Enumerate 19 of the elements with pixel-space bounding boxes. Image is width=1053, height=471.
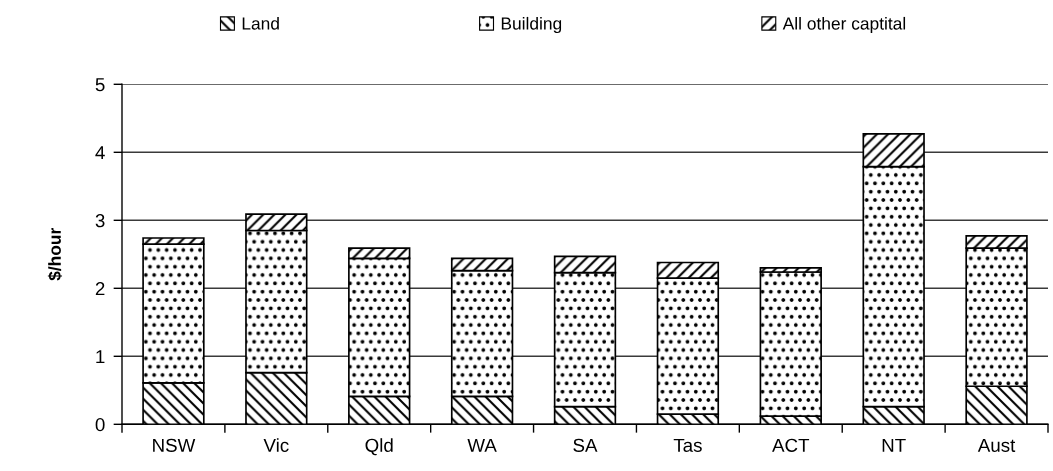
legend-label: All other captital (782, 16, 906, 34)
x-tick-label: WA (467, 438, 497, 452)
y-axis-title: $/hour (47, 228, 63, 281)
y-tick-label: 3 (95, 214, 105, 228)
x-tick-label: NSW (153, 438, 196, 452)
legend-label: Land (242, 16, 279, 30)
x-tick-label: NT (882, 438, 906, 452)
x-tick-label: Qld (365, 438, 393, 456)
x-tick-label: SA (573, 438, 598, 452)
legend-label: Building (501, 16, 562, 34)
x-tick-label: ACT (772, 438, 810, 452)
x-tick-label: Vic (263, 438, 289, 452)
y-tick-label: 0 (95, 418, 105, 432)
x-tick-label: Tas (673, 438, 702, 452)
y-tick-label: 2 (95, 282, 105, 296)
x-tick-label: Aust (977, 438, 1016, 452)
y-tick-label: 4 (95, 146, 105, 160)
y-tick-label: 5 (95, 78, 105, 92)
y-tick-label: 1 (96, 350, 105, 364)
